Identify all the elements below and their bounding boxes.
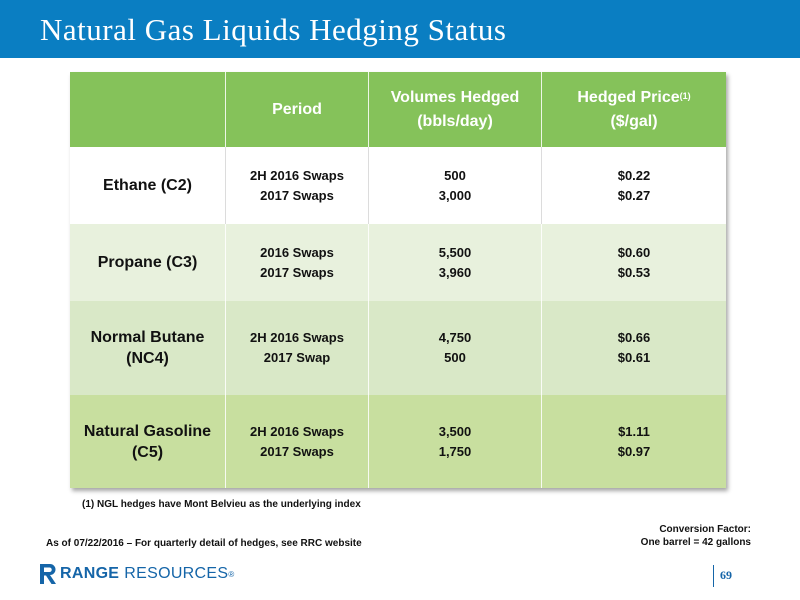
page-title: Natural Gas Liquids Hedging Status <box>40 12 507 47</box>
conversion-factor: Conversion Factor: One barrel = 42 gallo… <box>641 523 751 549</box>
price-value: $0.53 <box>617 264 651 280</box>
volume-cell: 500 3,000 <box>368 147 541 224</box>
volume-cell: 3,500 1,750 <box>368 395 541 488</box>
header-product <box>70 72 225 147</box>
range-resources-logo: RANGE RESOURCES ® <box>40 564 234 584</box>
volume-value: 500 <box>444 350 466 365</box>
table-row-normal-butane: Normal Butane (NC4) 2H 2016 Swaps 2017 S… <box>70 301 726 395</box>
as-of-note: As of 07/22/2016 – For quarterly detail … <box>46 538 362 549</box>
product-code: (NC4) <box>126 350 169 367</box>
footnote: (1) NGL hedges have Mont Belvieu as the … <box>82 499 361 510</box>
price-value: $1.11 <box>618 423 650 439</box>
period-line: 2H 2016 Swaps <box>250 423 344 439</box>
period-line: 2017 Swaps <box>260 443 334 459</box>
product-name: Propane (C3) <box>97 254 198 271</box>
product-cell: Propane (C3) <box>70 224 225 301</box>
header-volumes-line1: Volumes Hedged <box>390 88 520 106</box>
hedging-table: Period Volumes Hedged (bbls/day) Hedged … <box>70 72 726 488</box>
table-row-natural-gasoline: Natural Gasoline (C5) 2H 2016 Swaps 2017… <box>70 395 726 488</box>
title-bar: Natural Gas Liquids Hedging Status <box>0 0 800 58</box>
product-cell: Natural Gasoline (C5) <box>70 395 225 488</box>
header-price-footnote-ref: (1) <box>679 90 691 101</box>
price-value: $0.66 <box>617 330 651 345</box>
price-cell: $0.22 $0.27 <box>541 147 726 224</box>
product-name: Normal Butane <box>90 329 205 346</box>
product-name: Ethane (C2) <box>103 177 192 194</box>
footer-divider <box>713 565 714 587</box>
header-period: Period <box>225 72 368 147</box>
volume-cell: 5,500 3,960 <box>368 224 541 301</box>
price-value: $0.22 <box>617 167 651 183</box>
price-value: $0.97 <box>617 443 651 459</box>
header-price: Hedged Price(1) ($/gal) <box>541 72 726 147</box>
price-cell: $0.66 $0.61 <box>541 301 726 395</box>
product-code: (C5) <box>131 443 164 461</box>
price-value: $0.27 <box>617 187 651 203</box>
header-volumes-line2: (bbls/day) <box>417 112 493 130</box>
volume-value: 3,500 <box>438 423 472 439</box>
period-line: 2H 2016 Swaps <box>250 330 344 345</box>
price-cell: $1.11 $0.97 <box>541 395 726 488</box>
period-line: 2H 2016 Swaps <box>250 167 344 183</box>
volume-value: 3,000 <box>438 187 472 203</box>
volume-value: 4,750 <box>438 330 472 345</box>
period-cell: 2H 2016 Swaps 2017 Swap <box>225 301 368 395</box>
range-resources-r-icon <box>40 564 56 584</box>
period-line: 2016 Swaps <box>260 244 334 260</box>
table-row-propane: Propane (C3) 2016 Swaps 2017 Swaps 5,500… <box>70 224 726 301</box>
product-cell: Ethane (C2) <box>70 147 225 224</box>
page-number: 69 <box>720 568 732 582</box>
volume-value: 3,960 <box>438 264 472 280</box>
conversion-value: One barrel = 42 gallons <box>640 537 751 548</box>
volume-cell: 4,750 500 <box>368 301 541 395</box>
period-cell: 2016 Swaps 2017 Swaps <box>225 224 368 301</box>
logo-word-range: RANGE <box>60 565 120 582</box>
period-cell: 2H 2016 Swaps 2017 Swaps <box>225 395 368 488</box>
period-cell: 2H 2016 Swaps 2017 Swaps <box>225 147 368 224</box>
price-value: $0.60 <box>617 244 651 260</box>
period-line: 2017 Swaps <box>260 264 334 280</box>
period-line: 2017 Swaps <box>260 187 334 203</box>
logo-registered-mark: ® <box>228 569 235 579</box>
table-header-row: Period Volumes Hedged (bbls/day) Hedged … <box>70 72 726 147</box>
table-row-ethane: Ethane (C2) 2H 2016 Swaps 2017 Swaps 500… <box>70 147 726 224</box>
header-price-line2: ($/gal) <box>610 112 658 130</box>
volume-value: 5,500 <box>438 244 472 260</box>
volume-value: 500 <box>444 167 466 183</box>
header-period-label: Period <box>272 100 322 118</box>
header-price-line1: Hedged Price <box>577 88 680 106</box>
product-cell: Normal Butane (NC4) <box>70 301 225 395</box>
price-value: $0.61 <box>617 350 651 365</box>
volume-value: 1,750 <box>438 443 472 459</box>
product-name: Natural Gasoline <box>83 422 212 440</box>
period-line: 2017 Swap <box>263 350 331 365</box>
conversion-title: Conversion Factor: <box>659 524 751 535</box>
header-volumes: Volumes Hedged (bbls/day) <box>368 72 541 147</box>
header-price-line1-wrap: Hedged Price(1) <box>577 86 690 110</box>
price-cell: $0.60 $0.53 <box>541 224 726 301</box>
logo-word-resources: RESOURCES <box>124 565 229 582</box>
